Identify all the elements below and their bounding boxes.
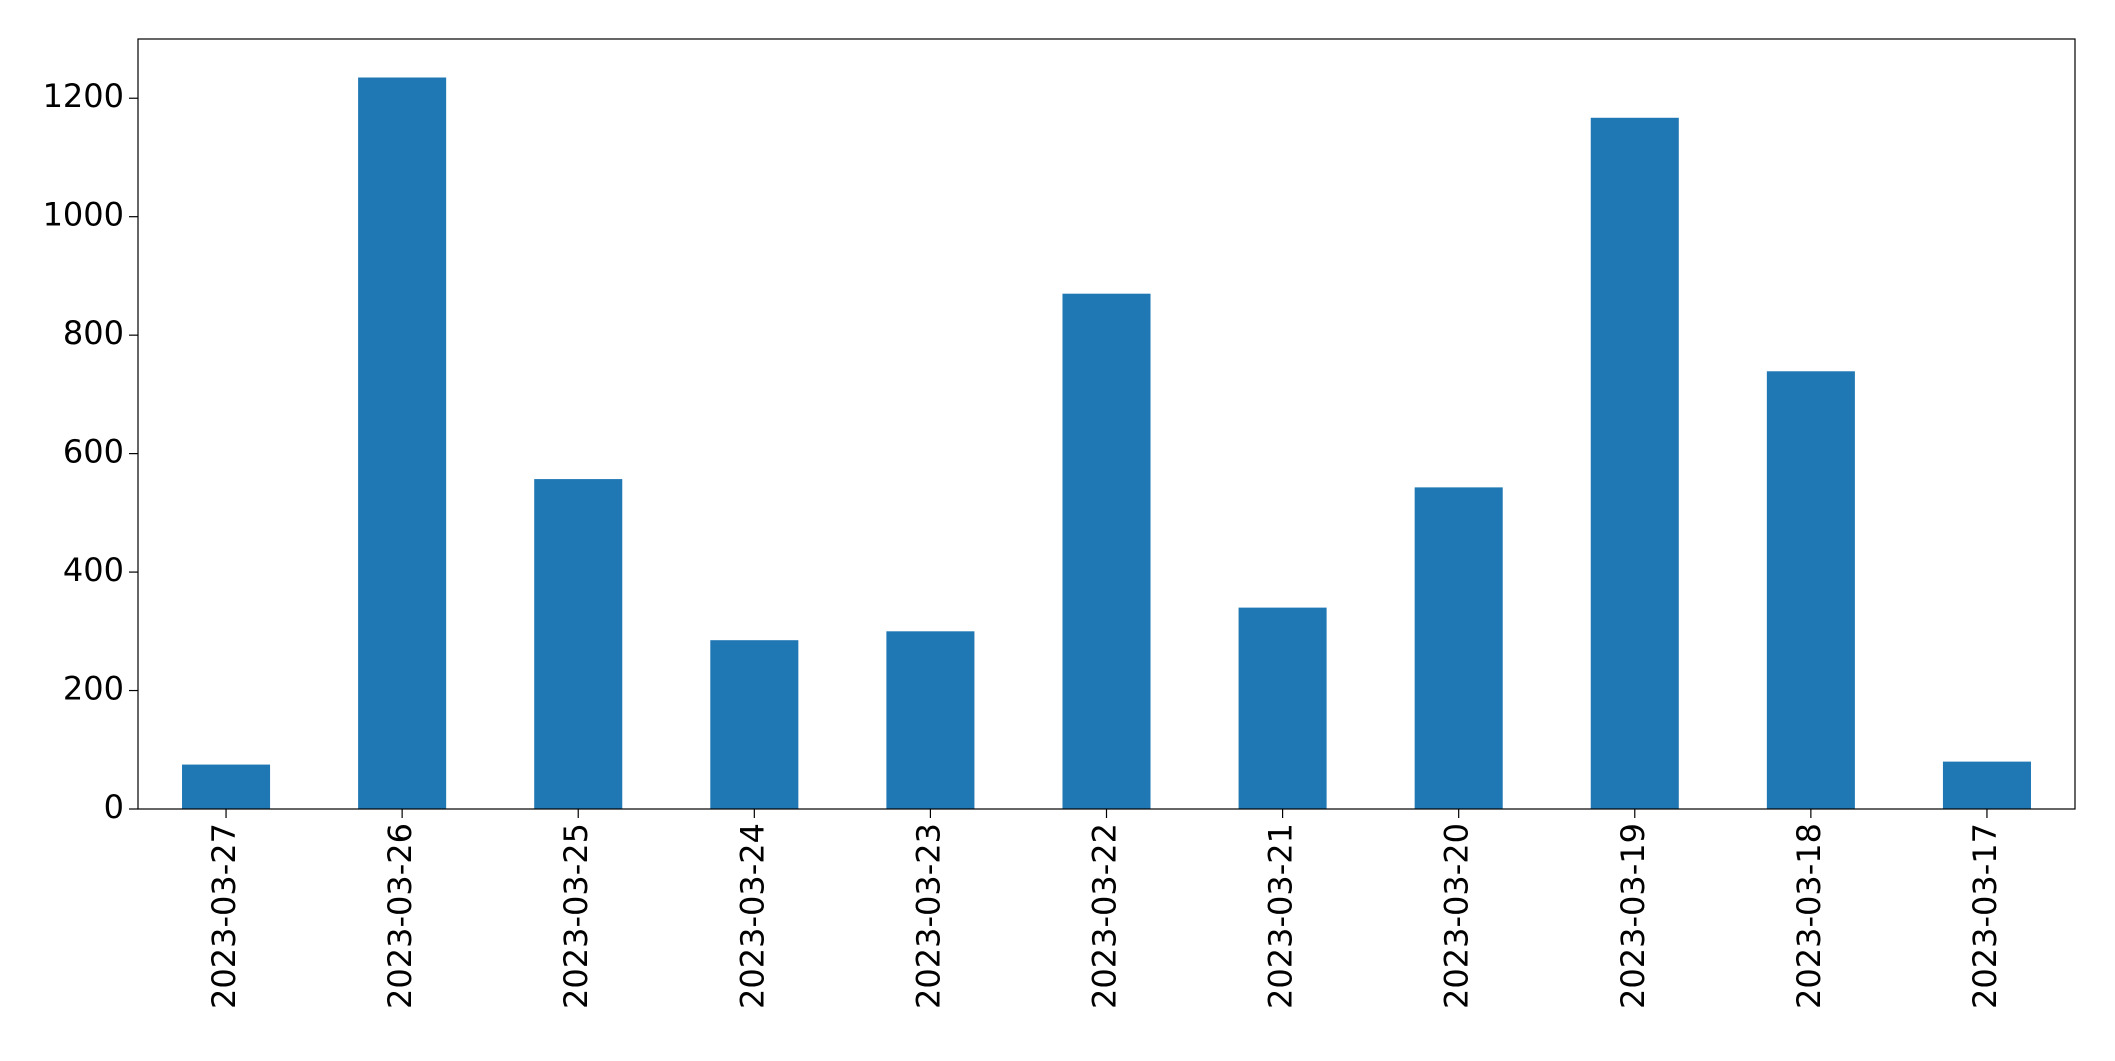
y-tick-label: 800: [63, 314, 124, 352]
plot-frame: [137, 38, 2076, 810]
bar: [1942, 761, 2031, 809]
x-tick-label: 2023-03-20: [1438, 823, 1476, 1009]
bar: [358, 77, 447, 809]
y-tick-label: 0: [104, 788, 124, 826]
x-tick-label: 2023-03-22: [1086, 823, 1124, 1009]
bar: [1414, 487, 1503, 809]
x-tick-label: 2023-03-25: [557, 823, 595, 1009]
x-tick-label: 2023-03-26: [381, 823, 419, 1009]
bar: [182, 764, 271, 809]
x-tick-label: 2023-03-19: [1614, 823, 1652, 1009]
y-tick-label: 200: [63, 670, 124, 708]
x-tick-label: 2023-03-18: [1790, 823, 1828, 1009]
x-tick-label: 2023-03-24: [733, 823, 771, 1009]
bar: [534, 479, 623, 809]
bar: [710, 640, 799, 809]
bar: [1238, 607, 1327, 809]
bar: [1062, 293, 1151, 809]
bar: [1766, 371, 1855, 809]
x-tick-label: 2023-03-23: [909, 823, 947, 1009]
y-tick-label: 1200: [43, 77, 124, 115]
y-tick-label: 400: [63, 551, 124, 589]
y-tick-label: 1000: [43, 196, 124, 234]
y-tick-label: 600: [63, 433, 124, 471]
bar: [1590, 117, 1679, 810]
x-tick-label: 2023-03-17: [1966, 823, 2004, 1009]
x-tick-label: 2023-03-27: [205, 823, 243, 1009]
bar: [886, 631, 975, 809]
x-tick-label: 2023-03-21: [1262, 823, 1300, 1009]
